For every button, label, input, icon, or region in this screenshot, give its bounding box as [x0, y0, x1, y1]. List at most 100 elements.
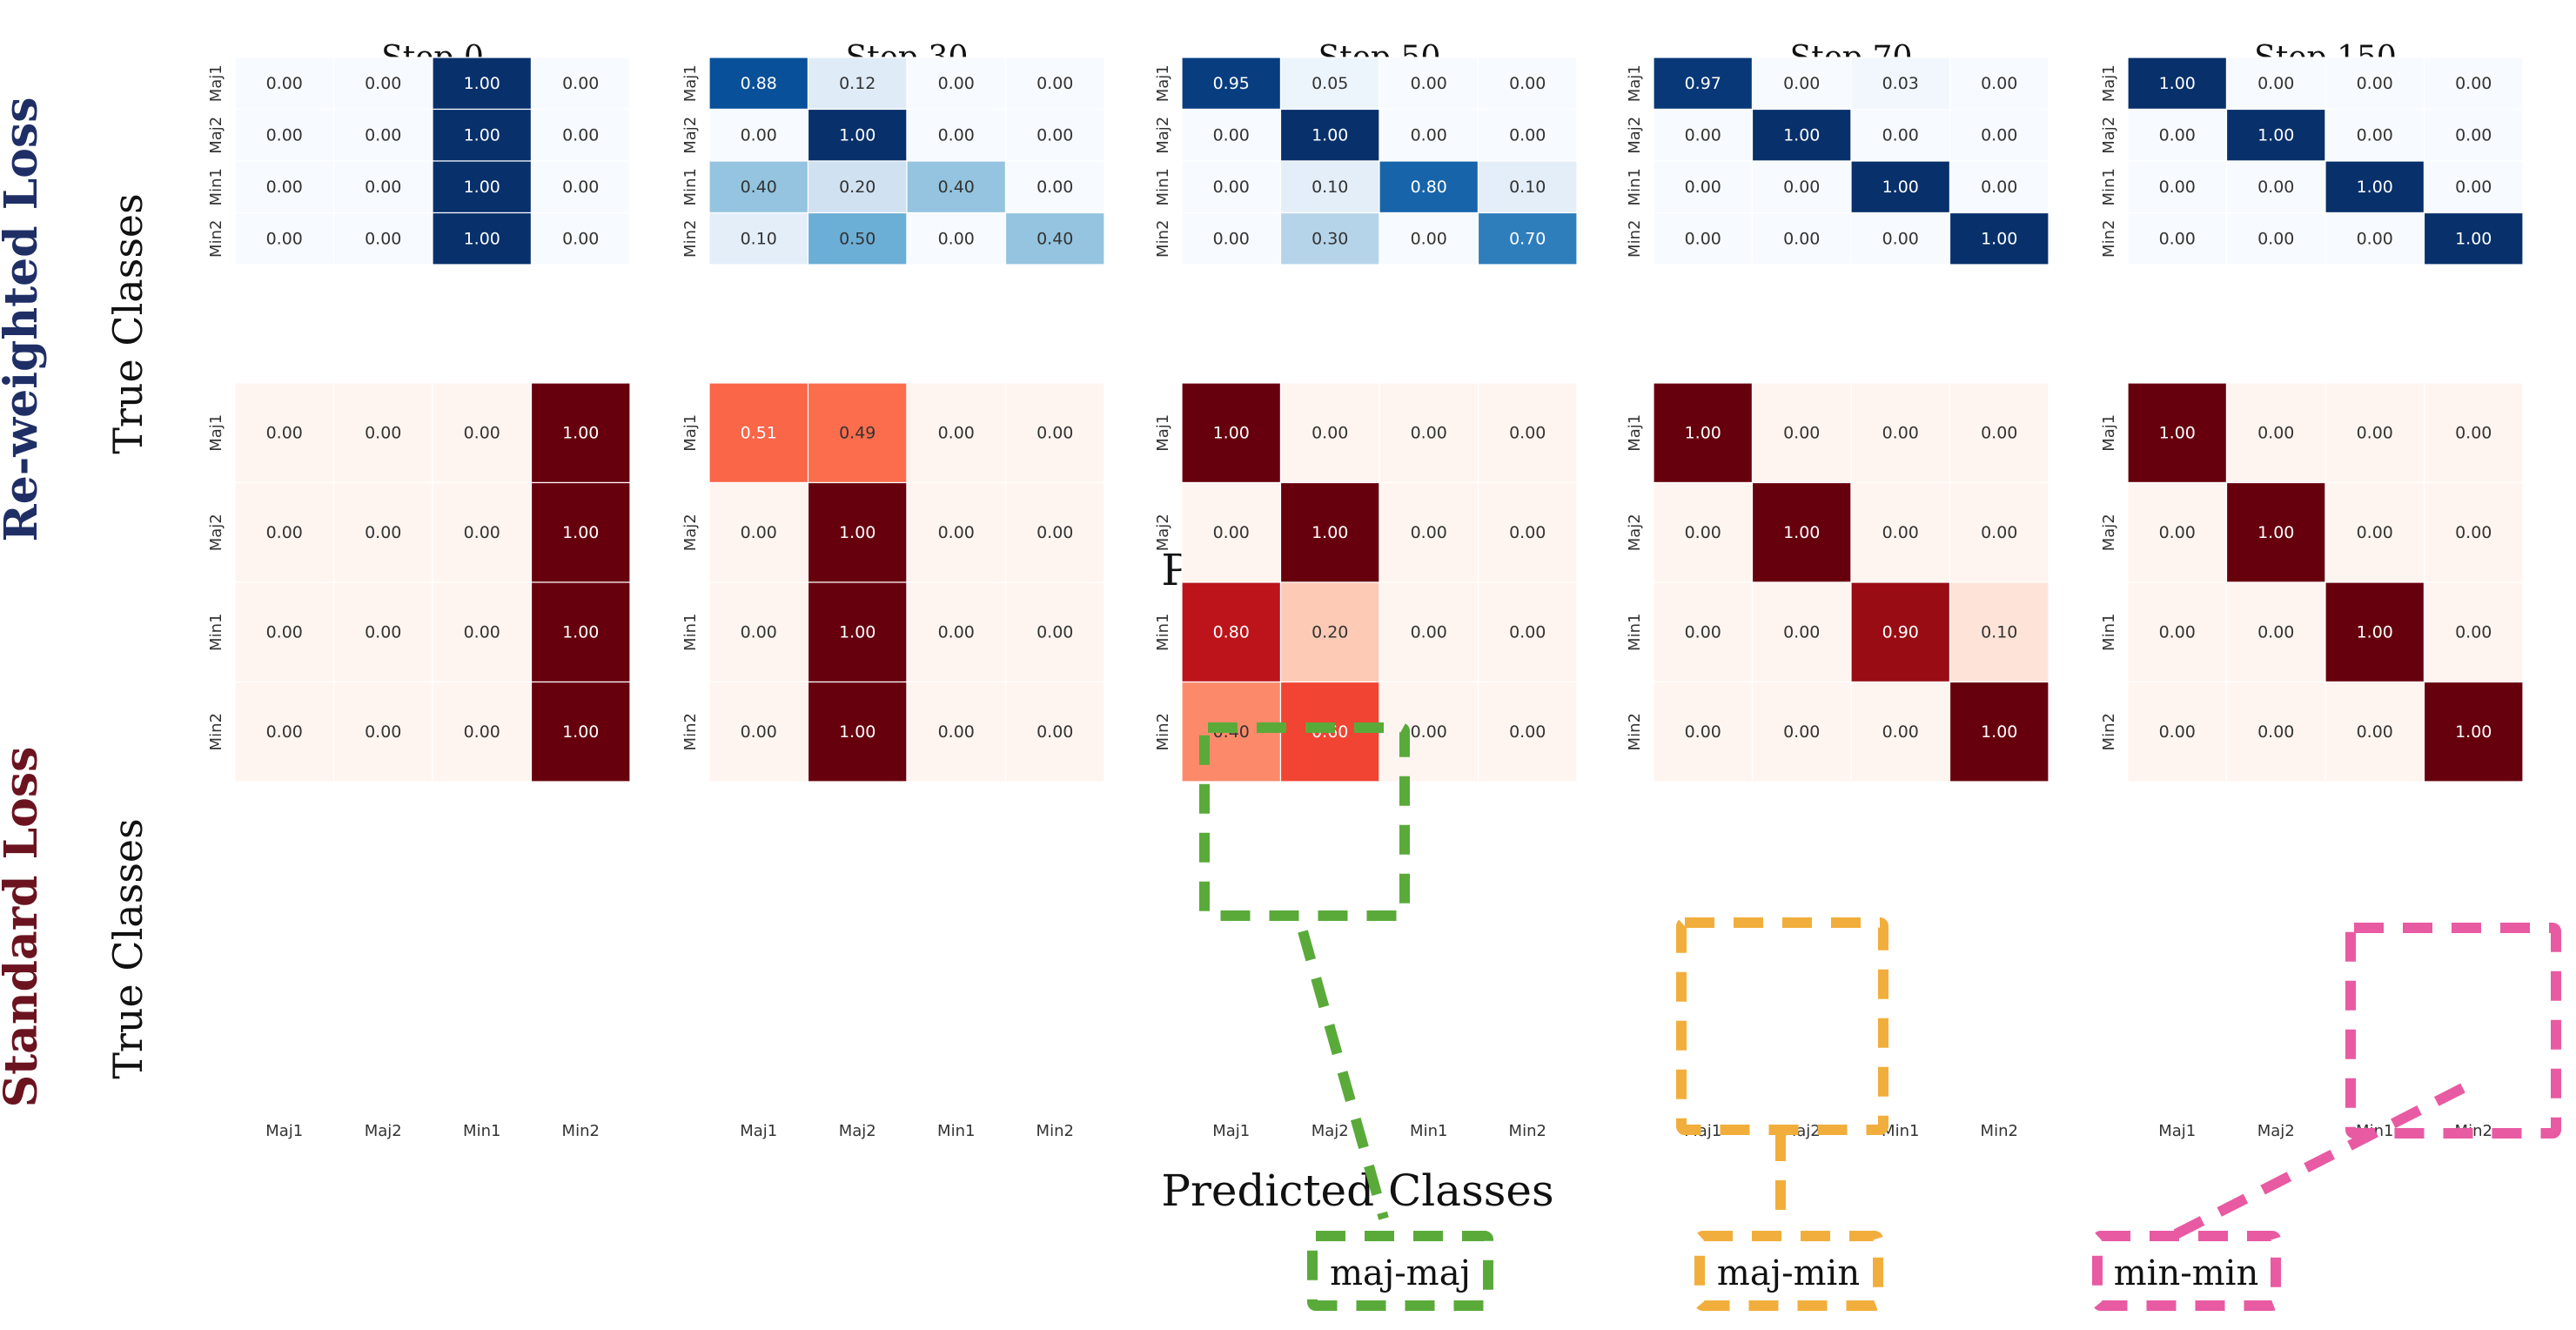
cell-value-label: 0.00 [1685, 523, 1721, 542]
cell-value-label: 0.00 [1411, 125, 1447, 144]
heatmap-cell [708, 108, 809, 162]
callout-box-maj-maj [1307, 1231, 1493, 1311]
heatmap-cell [1279, 108, 1380, 162]
cell-value-label: 1.00 [2257, 523, 2294, 542]
cell-value-label: 0.00 [1036, 178, 1073, 197]
cell-value-label: 0.00 [365, 74, 401, 93]
cell-value-label: 0.00 [1685, 229, 1721, 248]
y-tick-label: Min2 [207, 713, 225, 750]
cell-value-label: 1.00 [464, 74, 500, 93]
y-tick-label: Min2 [2100, 713, 2118, 750]
callout-box-min-min [2092, 1231, 2281, 1311]
cell-value-label: 0.80 [1411, 178, 1447, 197]
x-tick-label: Maj1 [740, 1122, 777, 1140]
y-tick-label: Min2 [1154, 713, 1172, 750]
x-tick-label: Min2 [1981, 1122, 2018, 1140]
cell-value-label: 0.88 [741, 74, 777, 93]
cell-value-label: 0.00 [1213, 523, 1250, 542]
heatmap-cell [2127, 57, 2228, 111]
cell-value-label: 0.00 [266, 74, 303, 93]
heatmap-cell [332, 681, 433, 783]
cell-value-label: 1.00 [1981, 229, 2017, 248]
cell-value-label: 1.00 [1783, 125, 1820, 144]
y-axis-title: True Classes [104, 818, 151, 1079]
x-tick-label: Min1 [1882, 1122, 1919, 1140]
heatmap-cell [906, 382, 1007, 484]
cell-value-label: 0.00 [266, 722, 303, 742]
cell-value-label: 1.00 [562, 722, 599, 742]
heatmap-cell [234, 382, 335, 484]
cell-value-label: 0.00 [938, 622, 975, 641]
heatmap-cell [1850, 581, 1951, 683]
heatmap-cell [2324, 481, 2425, 583]
heatmap-cell [708, 212, 809, 265]
cell-value-label: 0.00 [1882, 229, 1919, 248]
cell-value-label: 0.00 [741, 722, 777, 742]
x-tick-label: Maj1 [265, 1122, 303, 1140]
heatmap-cell [1477, 481, 1578, 583]
heatmap-cell [1653, 212, 1754, 265]
heatmap-cell [2127, 382, 2228, 484]
heatmap-cell [2127, 481, 2228, 583]
row-label-standard: Standard Loss [0, 747, 48, 1108]
cell-value-label: 0.80 [1213, 622, 1250, 641]
heatmap-cell [1181, 212, 1282, 265]
heatmap-cell [332, 57, 433, 111]
cell-value-label: 0.00 [1036, 74, 1073, 93]
heatmap-cell [1949, 581, 2049, 683]
cell-value-label: 0.00 [1411, 74, 1447, 93]
y-tick-label: Maj2 [681, 514, 700, 551]
cell-value-label: 0.00 [365, 178, 401, 197]
heatmap-panel: Step 500.950.050.000.000.001.000.000.000… [1154, 40, 1578, 527]
heatmap-cell [2423, 212, 2524, 265]
y-tick-label: Maj1 [681, 414, 700, 452]
cell-value-label: 0.12 [839, 74, 875, 93]
heatmap-cell [1751, 108, 1852, 162]
y-tick-label: Min1 [1626, 614, 1644, 651]
cell-value-label: 1.00 [839, 125, 875, 144]
heatmap-cell [708, 160, 809, 214]
cell-value-label: 0.00 [365, 622, 401, 641]
heatmap-cell [1949, 160, 2049, 214]
heatmap-cell [1751, 212, 1852, 265]
heatmap-cell [1379, 481, 1479, 583]
cell-value-label: 1.00 [839, 622, 875, 641]
y-tick-label: Maj2 [1626, 117, 1644, 154]
heatmap-cell [708, 681, 809, 783]
cell-value-label: 0.00 [266, 622, 303, 641]
row-label-reweighted: Re-weighted Loss [0, 97, 48, 541]
y-tick-label: Maj1 [681, 64, 700, 102]
heatmap-panel: Step 1501.000.000.000.000.001.000.000.00… [2100, 40, 2524, 527]
cell-value-label: 1.00 [2159, 74, 2196, 93]
cell-value-label: 0.10 [1311, 178, 1348, 197]
y-tick-label: Maj1 [1626, 414, 1644, 452]
heatmap-cell [530, 581, 631, 683]
cell-value-label: 0.00 [266, 523, 303, 542]
cell-value-label: 0.00 [464, 423, 500, 442]
cell-value-label: 0.00 [1882, 125, 1919, 144]
heatmap-cell [1279, 581, 1380, 683]
heatmap-cell [1653, 108, 1754, 162]
x-tick-label: Maj2 [365, 1122, 402, 1140]
cell-value-label: 0.00 [1783, 229, 1820, 248]
heatmap-cell [1850, 681, 1951, 783]
heatmap-cell [1477, 382, 1578, 484]
heatmap-cell [432, 681, 533, 783]
callout-connector-maj-maj [1298, 930, 1389, 1220]
cell-value-label: 0.00 [2257, 74, 2294, 93]
cell-value-label: 0.00 [2257, 622, 2294, 641]
cell-value-label: 1.00 [562, 622, 599, 641]
cell-value-label: 0.30 [1311, 229, 1348, 248]
heatmap-cell [530, 681, 631, 783]
heatmap-cell [807, 108, 908, 162]
cell-value-label: 0.00 [2159, 229, 2196, 248]
heatmap-cell [1181, 581, 1282, 683]
heatmap-cell [1850, 481, 1951, 583]
cell-value-label: 0.00 [1036, 125, 1073, 144]
heatmap-cell [530, 382, 631, 484]
cell-value-label: 0.00 [266, 178, 303, 197]
cell-value-label: 1.00 [562, 523, 599, 542]
heatmap-cell [906, 581, 1007, 683]
cell-value-label: 0.00 [938, 125, 975, 144]
y-tick-label: Maj2 [2100, 117, 2118, 154]
